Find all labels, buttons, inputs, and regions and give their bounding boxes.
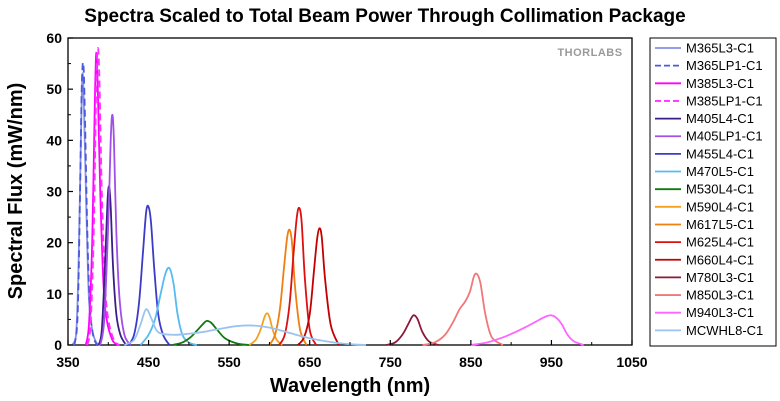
legend-label-m455l4-c1: M455L4-C1 xyxy=(686,146,754,161)
legend-label-m405lp1-c1: M405LP1-C1 xyxy=(686,129,763,144)
legend-label-m940l3-c1: M940L3-C1 xyxy=(686,305,754,320)
y-tick-label: 20 xyxy=(46,235,62,251)
series-layer xyxy=(71,47,584,346)
series-line-m530l4-c1 xyxy=(172,320,250,346)
legend-label-m625l4-c1: M625L4-C1 xyxy=(686,235,754,250)
y-axis: 0 10 20 30 40 50 60 xyxy=(46,30,73,353)
legend-label-m660l4-c1: M660L4-C1 xyxy=(686,252,754,267)
x-tick-label: 950 xyxy=(540,354,564,370)
plot-area: THORLABS xyxy=(67,37,633,346)
series-line-m455l4-c1 xyxy=(127,204,171,346)
legend-label-m470l5-c1: M470L5-C1 xyxy=(686,164,754,179)
x-axis: 350 450 550 650 750 850 950 1050 xyxy=(56,340,648,370)
y-axis-title: Spectral Flux (mW/nm) xyxy=(5,83,27,300)
x-tick-label: 450 xyxy=(137,354,161,370)
y-tick-label: 60 xyxy=(46,30,62,46)
legend-label-m365lp1-c1: M365LP1-C1 xyxy=(686,58,763,73)
series-line-m660l4-c1 xyxy=(296,227,340,346)
x-tick-label: 750 xyxy=(379,354,403,370)
chart-title: Spectra Scaled to Total Beam Power Throu… xyxy=(84,6,685,27)
legend-label-mcwhl8-c1: MCWHL8-C1 xyxy=(686,323,763,338)
legend-label-m365l3-c1: M365L3-C1 xyxy=(686,41,754,56)
x-tick-label: 650 xyxy=(298,354,322,370)
legend-label-m385l3-c1: M385L3-C1 xyxy=(686,76,754,91)
series-line-m365lp1-c1 xyxy=(73,61,98,346)
legend-label-m590l4-c1: M590L4-C1 xyxy=(686,199,754,214)
legend-label-m617l5-c1: M617L5-C1 xyxy=(686,217,754,232)
x-axis-title: Wavelength (nm) xyxy=(270,375,430,397)
legend: M365L3-C1 M365LP1-C1 M385L3-C1 M385LP1-C1 M4… xyxy=(649,37,777,347)
y-tick-label: 10 xyxy=(46,286,62,302)
legend-items: M365L3-C1 M365LP1-C1 M385L3-C1 M385LP1-C1 M4… xyxy=(655,41,763,338)
x-tick-label: 350 xyxy=(56,354,80,370)
y-tick-label: 40 xyxy=(46,132,62,148)
series-line-m405lp1-c1 xyxy=(99,113,132,346)
x-tick-label: 550 xyxy=(217,354,241,370)
series-line-mcwhl8-c1 xyxy=(123,308,367,346)
y-tick-label: 30 xyxy=(46,184,62,200)
plot-frame xyxy=(67,37,633,346)
series-line-m385l3-c1 xyxy=(84,51,119,346)
x-tick-label: 850 xyxy=(459,354,483,370)
series-line-m850l3-c1 xyxy=(422,272,504,346)
series-line-m590l4-c1 xyxy=(248,312,283,346)
legend-label-m780l3-c1: M780L3-C1 xyxy=(686,270,754,285)
y-tick-label: 0 xyxy=(54,337,62,353)
legend-label-m405l4-c1: M405L4-C1 xyxy=(686,111,754,126)
series-line-m780l3-c1 xyxy=(386,314,439,346)
legend-label-m385lp1-c1: M385LP1-C1 xyxy=(686,93,763,108)
x-tick-label: 1050 xyxy=(616,354,647,370)
thorlabs-watermark: THORLABS xyxy=(557,47,622,59)
series-line-m617l5-c1 xyxy=(268,228,308,346)
legend-label-m850l3-c1: M850L3-C1 xyxy=(686,288,754,303)
y-tick-label: 50 xyxy=(46,81,62,97)
series-line-m940l3-c1 xyxy=(470,314,584,346)
legend-label-m530l4-c1: M530L4-C1 xyxy=(686,182,754,197)
series-line-m625l4-c1 xyxy=(278,206,317,346)
